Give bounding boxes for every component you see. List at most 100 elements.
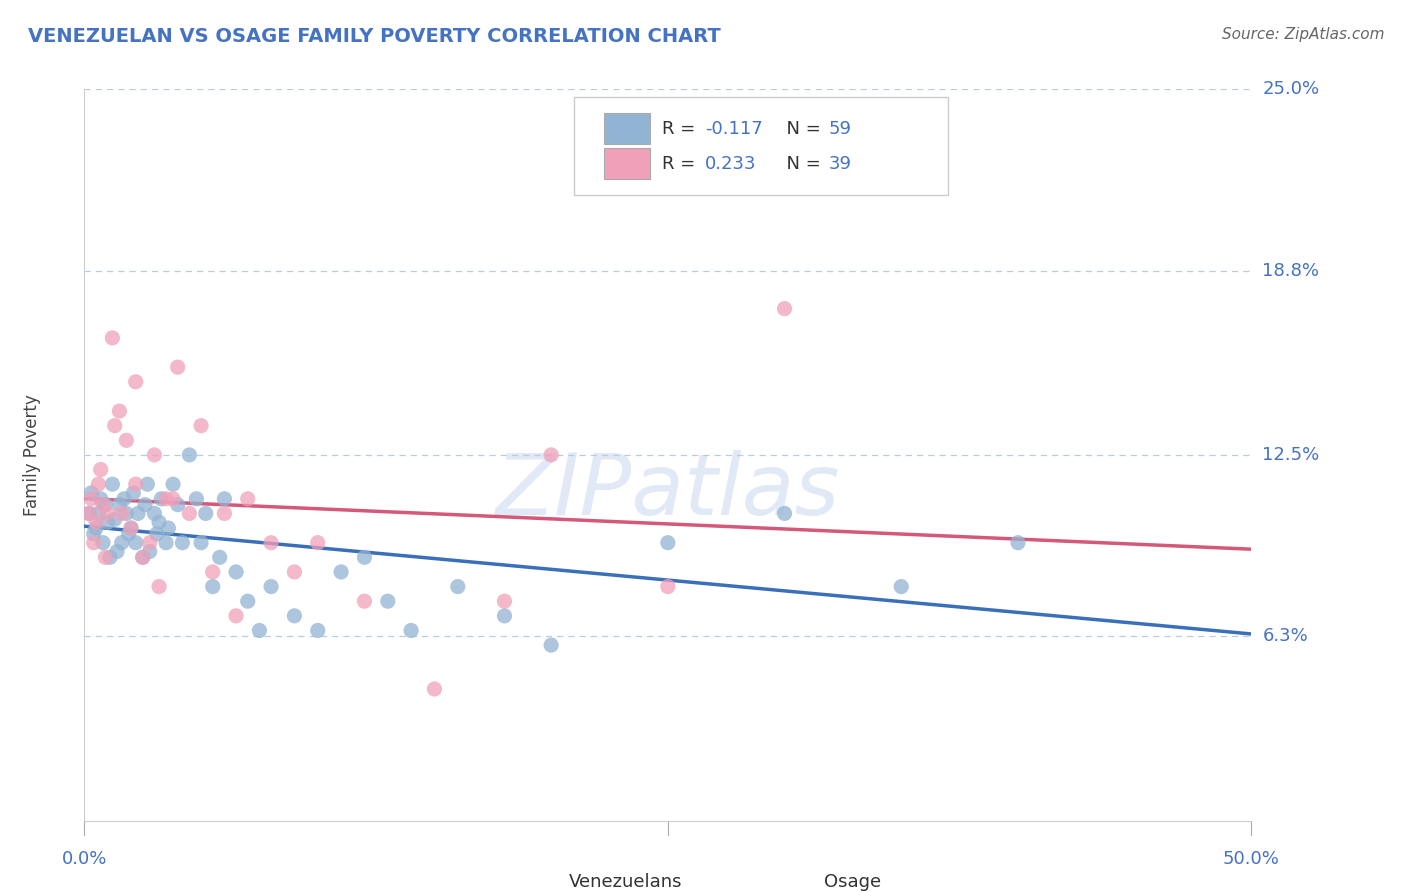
Point — [87, 477, 110, 491]
Point — [104, 512, 127, 526]
Point — [155, 535, 177, 549]
Point — [890, 580, 912, 594]
Point — [111, 535, 134, 549]
Point — [132, 550, 155, 565]
Point — [120, 521, 142, 535]
Point — [190, 418, 212, 433]
Point — [125, 477, 148, 491]
Point — [115, 434, 138, 448]
Point — [399, 624, 422, 638]
Point — [127, 507, 149, 521]
Point — [101, 477, 124, 491]
Point — [162, 491, 184, 506]
Text: 0.233: 0.233 — [706, 155, 756, 173]
Point — [172, 535, 194, 549]
Point — [540, 638, 562, 652]
Point — [423, 681, 446, 696]
Point — [115, 507, 138, 521]
Point — [657, 580, 679, 594]
Point — [80, 491, 103, 506]
Point — [77, 507, 100, 521]
Point — [138, 535, 160, 549]
Point — [104, 418, 127, 433]
Point — [214, 491, 236, 506]
Point — [179, 507, 201, 521]
Point — [138, 544, 160, 558]
Text: 6.3%: 6.3% — [1263, 627, 1308, 645]
FancyBboxPatch shape — [603, 113, 651, 144]
Point — [260, 535, 283, 549]
Point — [186, 491, 208, 506]
Point — [145, 527, 167, 541]
Point — [105, 544, 128, 558]
Point — [201, 580, 224, 594]
Point — [155, 491, 177, 506]
Point — [97, 515, 120, 529]
Point — [283, 608, 305, 623]
Point — [773, 507, 796, 521]
FancyBboxPatch shape — [575, 96, 948, 195]
FancyBboxPatch shape — [749, 867, 814, 892]
Point — [122, 486, 145, 500]
Point — [90, 491, 112, 506]
Point — [125, 375, 148, 389]
Point — [162, 477, 184, 491]
Point — [143, 507, 166, 521]
Text: 25.0%: 25.0% — [1263, 80, 1320, 98]
Point — [353, 594, 375, 608]
Text: 0.0%: 0.0% — [62, 850, 107, 868]
Point — [97, 507, 120, 521]
Point — [91, 535, 114, 549]
Point — [98, 550, 121, 565]
Point — [247, 624, 270, 638]
Point — [307, 624, 329, 638]
Point — [166, 498, 188, 512]
Point — [494, 594, 516, 608]
Point — [94, 498, 117, 512]
Point — [148, 580, 170, 594]
Text: 12.5%: 12.5% — [1263, 446, 1320, 464]
Point — [83, 527, 105, 541]
Text: Family Poverty: Family Poverty — [22, 394, 41, 516]
Point — [330, 565, 353, 579]
Point — [166, 360, 188, 375]
Point — [120, 521, 142, 535]
Text: -0.117: -0.117 — [706, 120, 763, 137]
Point — [236, 491, 259, 506]
Point — [87, 507, 110, 521]
Text: VENEZUELAN VS OSAGE FAMILY POVERTY CORRELATION CHART: VENEZUELAN VS OSAGE FAMILY POVERTY CORRE… — [28, 27, 721, 45]
FancyBboxPatch shape — [603, 148, 651, 179]
Point — [132, 550, 155, 565]
Text: N =: N = — [775, 155, 827, 173]
Point — [353, 550, 375, 565]
Text: 18.8%: 18.8% — [1263, 261, 1319, 279]
Point — [190, 535, 212, 549]
Point — [84, 521, 107, 535]
Point — [657, 535, 679, 549]
Point — [236, 594, 259, 608]
Point — [77, 507, 100, 521]
Text: ZIPatlas: ZIPatlas — [496, 450, 839, 533]
Point — [108, 404, 131, 418]
Text: R =: R = — [662, 120, 702, 137]
Text: 39: 39 — [830, 155, 852, 173]
Text: N =: N = — [775, 120, 827, 137]
Point — [94, 550, 117, 565]
Point — [118, 527, 141, 541]
FancyBboxPatch shape — [494, 867, 557, 892]
Point — [111, 507, 134, 521]
Point — [307, 535, 329, 549]
Text: 59: 59 — [830, 120, 852, 137]
Text: Source: ZipAtlas.com: Source: ZipAtlas.com — [1222, 27, 1385, 42]
Point — [214, 507, 236, 521]
Point — [83, 535, 105, 549]
Point — [84, 515, 107, 529]
Text: R =: R = — [662, 155, 702, 173]
Text: Venezuelans: Venezuelans — [568, 873, 682, 891]
Point — [80, 486, 103, 500]
Point — [260, 580, 283, 594]
Point — [150, 491, 173, 506]
Point — [208, 550, 231, 565]
Point — [201, 565, 224, 579]
Point — [540, 448, 562, 462]
